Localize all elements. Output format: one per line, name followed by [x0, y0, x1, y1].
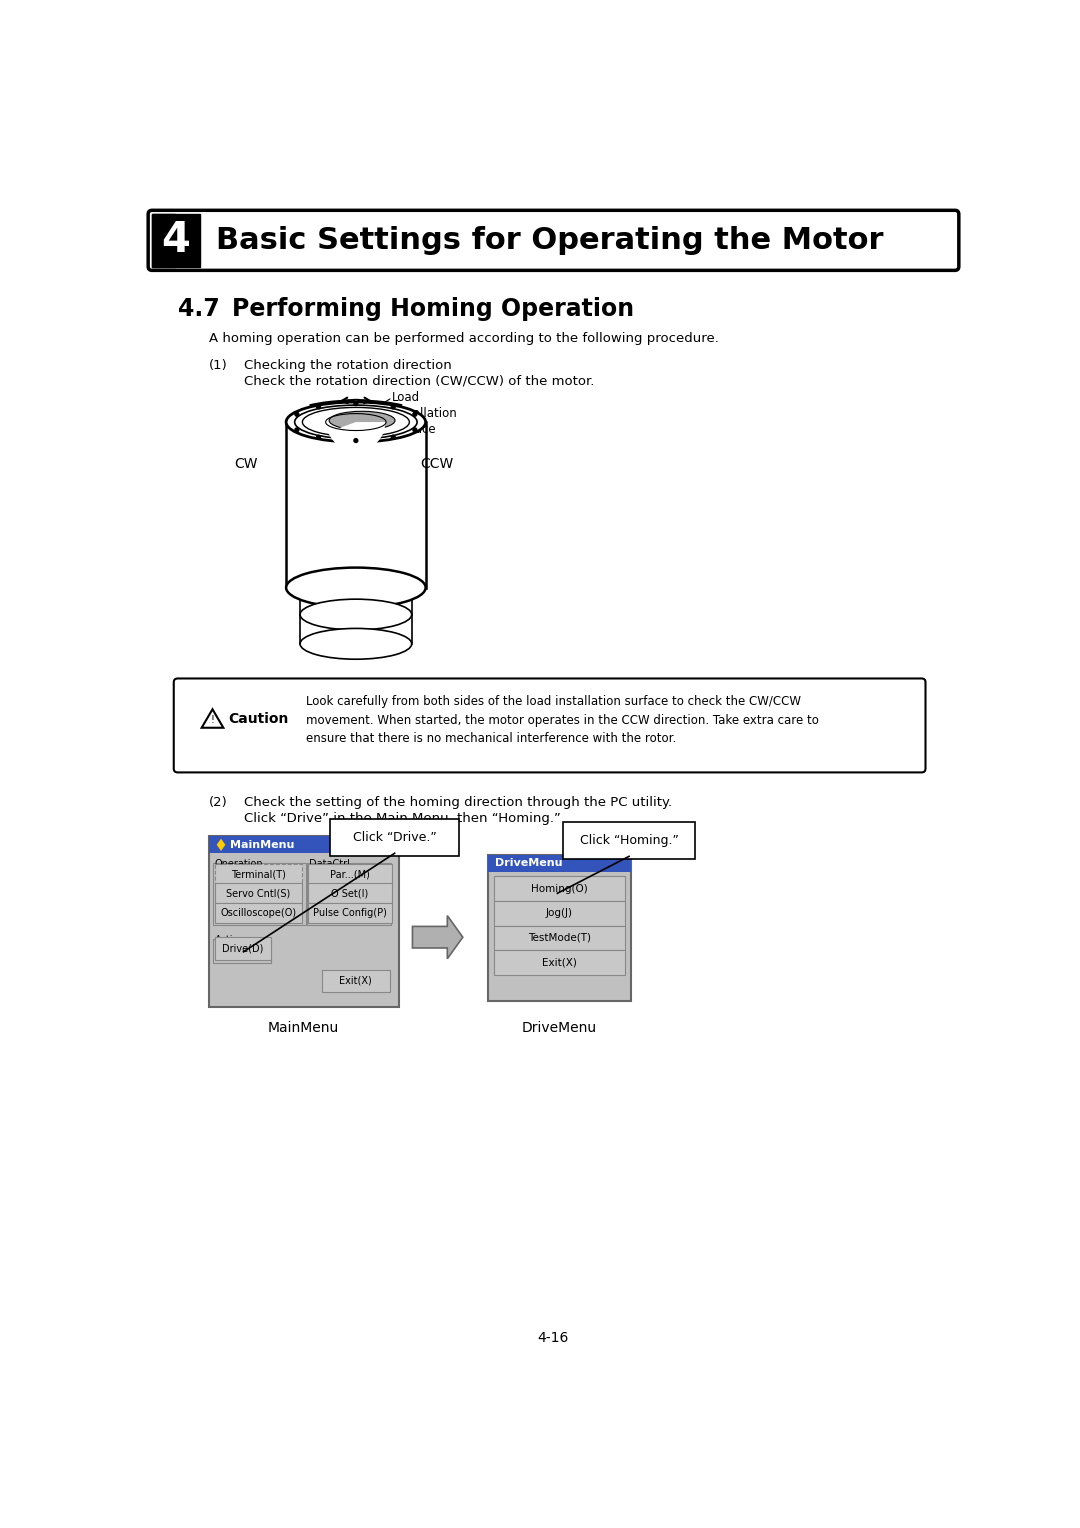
Text: !: ! [211, 715, 215, 726]
Text: TestMode(T): TestMode(T) [528, 934, 591, 943]
Text: (1): (1) [208, 359, 228, 371]
FancyBboxPatch shape [215, 883, 301, 903]
Ellipse shape [300, 628, 411, 659]
Text: Click “Drive.”: Click “Drive.” [353, 831, 436, 843]
Bar [213, 938, 271, 963]
Circle shape [413, 413, 417, 416]
FancyBboxPatch shape [330, 819, 459, 856]
Ellipse shape [295, 405, 417, 439]
Text: Exit(X): Exit(X) [542, 958, 577, 967]
Bar [152, 214, 200, 266]
Text: Jog(J): Jog(J) [545, 908, 572, 918]
Text: CW: CW [234, 457, 258, 472]
Text: Drive(D): Drive(D) [222, 943, 264, 953]
Circle shape [391, 405, 395, 410]
Text: MainMenu: MainMenu [268, 1021, 339, 1034]
Polygon shape [217, 839, 226, 851]
FancyBboxPatch shape [148, 211, 959, 270]
Text: 4-16: 4-16 [538, 1331, 569, 1345]
Text: CCW: CCW [420, 457, 454, 472]
Text: DriveMenu: DriveMenu [522, 1021, 597, 1034]
Text: Performing Homing Operation: Performing Homing Operation [232, 298, 634, 321]
Ellipse shape [286, 567, 426, 608]
FancyBboxPatch shape [308, 863, 392, 885]
Text: 4: 4 [162, 220, 190, 261]
Ellipse shape [286, 402, 426, 442]
FancyBboxPatch shape [215, 903, 301, 923]
FancyBboxPatch shape [215, 863, 301, 885]
FancyBboxPatch shape [215, 937, 271, 960]
FancyBboxPatch shape [308, 903, 392, 923]
Text: Terminal(T): Terminal(T) [231, 869, 286, 879]
Text: Exit(X): Exit(X) [339, 976, 373, 986]
Bar [307, 863, 391, 924]
FancyBboxPatch shape [563, 822, 696, 859]
Text: Oscilloscope(O): Oscilloscope(O) [220, 908, 296, 917]
Text: 4.7: 4.7 [177, 298, 219, 321]
Text: A homing operation can be performed according to the following procedure.: A homing operation can be performed acco… [208, 332, 718, 345]
FancyBboxPatch shape [174, 678, 926, 773]
Ellipse shape [302, 408, 409, 437]
FancyBboxPatch shape [308, 883, 392, 903]
Text: Basic Settings for Operating the Motor: Basic Settings for Operating the Motor [216, 226, 883, 255]
Text: Click “Drive” in the Main Menu, then “Homing.”: Click “Drive” in the Main Menu, then “Ho… [243, 811, 561, 825]
Text: Action: Action [215, 935, 245, 944]
Ellipse shape [300, 599, 411, 630]
Text: DriveMenu: DriveMenu [496, 859, 563, 868]
Bar [208, 836, 399, 1007]
FancyBboxPatch shape [494, 926, 625, 950]
FancyBboxPatch shape [322, 970, 390, 992]
Bar [152, 214, 175, 266]
Circle shape [295, 413, 299, 416]
Text: (2): (2) [208, 796, 228, 810]
Text: Homing(O): Homing(O) [531, 883, 588, 894]
Text: Load
installation
surface: Load installation surface [392, 391, 458, 437]
FancyBboxPatch shape [494, 950, 625, 975]
Text: Look carefully from both sides of the load installation surface to check the CW/: Look carefully from both sides of the lo… [306, 695, 819, 746]
Polygon shape [413, 915, 463, 958]
Text: Operation: Operation [215, 859, 264, 869]
Bar [213, 863, 306, 924]
Circle shape [316, 435, 321, 439]
Circle shape [295, 428, 299, 432]
Text: Check the setting of the homing direction through the PC utility.: Check the setting of the homing directio… [243, 796, 672, 810]
Circle shape [316, 405, 321, 410]
Text: Pulse Config(P): Pulse Config(P) [313, 908, 387, 917]
Text: Servo Cntl(S): Servo Cntl(S) [226, 888, 291, 898]
Bar [488, 854, 631, 872]
Text: Par...(M): Par...(M) [330, 869, 370, 879]
Ellipse shape [329, 411, 395, 429]
Text: DataCtrl: DataCtrl [309, 859, 350, 869]
Text: O Set(I): O Set(I) [332, 888, 368, 898]
Wedge shape [328, 422, 386, 451]
FancyBboxPatch shape [494, 902, 625, 926]
Circle shape [354, 402, 357, 405]
Text: Caution: Caution [228, 712, 288, 726]
Text: Check the rotation direction (CW/CCW) of the motor.: Check the rotation direction (CW/CCW) of… [243, 374, 594, 387]
Circle shape [391, 435, 395, 439]
Bar [208, 836, 399, 853]
Bar [488, 854, 631, 1001]
Circle shape [354, 439, 357, 443]
Circle shape [413, 428, 417, 432]
Text: Click “Homing.”: Click “Homing.” [580, 834, 678, 847]
Text: MainMenu: MainMenu [230, 840, 295, 850]
FancyBboxPatch shape [494, 877, 625, 902]
Text: Checking the rotation direction: Checking the rotation direction [243, 359, 451, 371]
